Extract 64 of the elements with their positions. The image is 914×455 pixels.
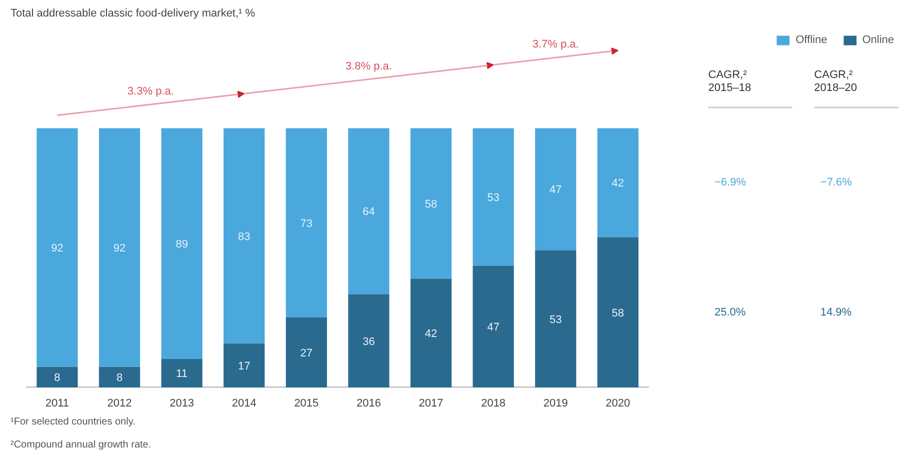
x-tick-label: 2020 xyxy=(606,398,630,410)
text: 3.8% p.a. xyxy=(345,60,392,72)
x-tick-label: 2014 xyxy=(232,398,256,410)
data-label: 17 xyxy=(238,360,250,372)
data-label: 8 xyxy=(54,372,60,384)
bar xyxy=(597,237,638,388)
data-label: 92 xyxy=(113,242,126,254)
x-tick-label: 2011 xyxy=(45,398,70,410)
bar xyxy=(161,128,202,359)
text: 3.3% p.a. xyxy=(127,85,174,98)
bar xyxy=(348,128,390,294)
data-label: 47 xyxy=(487,322,500,334)
data-label: 58 xyxy=(612,307,624,320)
bar xyxy=(286,128,327,318)
x-tick-label: 2018 xyxy=(481,398,506,410)
x-tick-label: 2015 xyxy=(294,398,319,410)
data-label: 53 xyxy=(487,192,500,204)
text: CAGR,² 2018–20 xyxy=(814,68,857,94)
bar xyxy=(36,128,78,367)
bar xyxy=(535,128,576,250)
bar xyxy=(36,366,78,388)
x-tick-label: 2013 xyxy=(170,398,194,410)
x-tick-label: 2016 xyxy=(356,398,381,410)
legend-label: Offline xyxy=(796,34,828,46)
data-label: 92 xyxy=(51,242,64,254)
bar xyxy=(161,358,202,388)
text: ²Compound annual growth rate. xyxy=(10,440,152,450)
text: 14.9% xyxy=(820,306,852,318)
text: −6.9% xyxy=(714,176,746,189)
data-label: 8 xyxy=(116,372,123,384)
data-label: 53 xyxy=(550,314,562,326)
data-label: 64 xyxy=(362,206,375,218)
data-label: 36 xyxy=(362,336,375,348)
bar xyxy=(348,294,390,388)
text: −7.6% xyxy=(820,176,852,189)
data-label: 27 xyxy=(300,347,313,360)
data-label: 42 xyxy=(612,178,624,190)
data-label: 42 xyxy=(424,328,438,340)
text: 3.7% p.a. xyxy=(532,38,579,51)
bar xyxy=(410,128,452,279)
legend-label: Online xyxy=(862,34,894,46)
text: CAGR,² 2015–18 xyxy=(708,68,752,94)
bar xyxy=(98,128,140,367)
chart-title: Total addressable classic food-delivery market,¹ % xyxy=(10,8,256,20)
x-tick-label: 2017 xyxy=(418,398,444,410)
bar xyxy=(472,128,514,266)
text: 25.0% xyxy=(714,306,746,318)
data-label: 73 xyxy=(300,218,313,230)
text: ¹For selected countries only. xyxy=(10,416,136,428)
data-label: 47 xyxy=(550,184,562,196)
data-label: 58 xyxy=(424,198,438,210)
bar xyxy=(224,128,265,344)
bar xyxy=(535,250,576,388)
bar xyxy=(224,343,265,388)
bar xyxy=(597,128,638,238)
bar xyxy=(286,317,327,388)
bar xyxy=(410,278,452,388)
data-label: 89 xyxy=(176,238,188,251)
bar xyxy=(472,266,514,388)
data-label: 83 xyxy=(238,230,250,243)
bar xyxy=(98,366,140,388)
data-label: 11 xyxy=(176,368,188,380)
x-tick-label: 2019 xyxy=(543,398,568,410)
x-tick-label: 2012 xyxy=(107,398,132,410)
